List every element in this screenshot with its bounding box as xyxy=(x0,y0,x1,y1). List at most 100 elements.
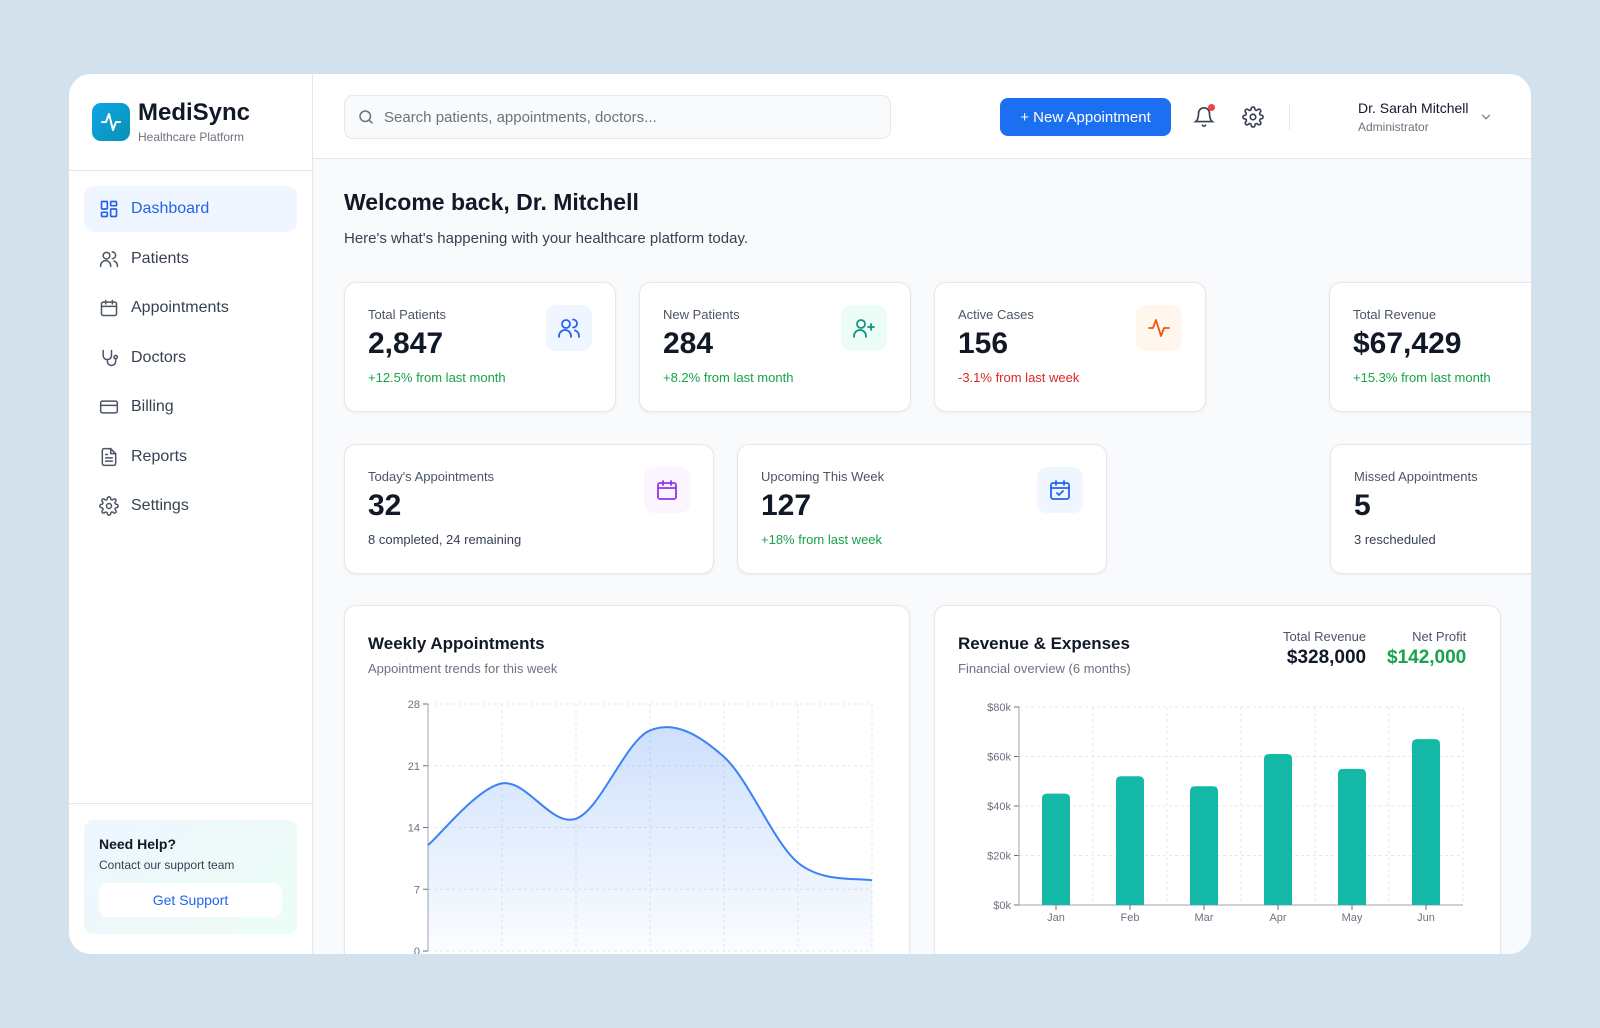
gear-icon xyxy=(1242,106,1264,128)
sidebar-item-appointments[interactable]: Appointments xyxy=(84,285,297,331)
users-icon xyxy=(546,305,592,351)
main-content: Search patients, appointments, doctors..… xyxy=(313,74,1531,954)
stat-card-missed-appointments[interactable]: Missed Appointments 5 3 rescheduled xyxy=(1330,444,1531,574)
stat-label: Upcoming This Week xyxy=(761,469,885,484)
dashboard-icon xyxy=(100,200,118,218)
weekly-appointments-chart: 0 7 14 21 28 xyxy=(408,699,873,954)
app-window: MediSync Healthcare Platform Dashboard P… xyxy=(69,74,1531,954)
user-name: Dr. Sarah Mitchell xyxy=(1358,100,1469,116)
net-profit-summary: Net Profit $142,000 xyxy=(1387,629,1466,669)
search-input[interactable]: Search patients, appointments, doctors..… xyxy=(344,95,891,139)
sidebar-item-label: Doctors xyxy=(131,348,187,366)
stat-value: 32 xyxy=(368,489,402,522)
x-tick-label: Apr xyxy=(1269,912,1286,924)
chart-subtitle: Financial overview (6 months) xyxy=(958,661,1131,676)
welcome-section: Welcome back, Dr. Mitchell Here's what's… xyxy=(344,189,748,247)
bar xyxy=(1412,739,1440,905)
bell-icon xyxy=(1193,107,1215,128)
stat-value: 5 xyxy=(1354,489,1371,522)
chart-title: Revenue & Expenses xyxy=(958,634,1130,653)
settings-button[interactable] xyxy=(1242,106,1264,128)
y-tick-label: 0 xyxy=(414,946,420,954)
stat-card-active-cases[interactable]: Active Cases 156 -3.1% from last week xyxy=(934,282,1206,412)
y-tick-label: 28 xyxy=(408,699,420,711)
stat-label: Today's Appointments xyxy=(368,469,495,484)
help-subtitle: Contact our support team xyxy=(99,858,235,872)
x-tick-label: Jan xyxy=(1047,912,1065,924)
chart-subtitle: Appointment trends for this week xyxy=(368,661,558,676)
get-support-button[interactable]: Get Support xyxy=(99,883,282,917)
chart-title: Weekly Appointments xyxy=(368,634,545,653)
stat-card-total-patients[interactable]: Total Patients 2,847 +12.5% from last mo… xyxy=(344,282,616,412)
notifications-button[interactable] xyxy=(1193,104,1215,128)
y-tick-label: $0k xyxy=(993,900,1011,912)
calendar-check-icon xyxy=(1037,467,1083,513)
revenue-bar-chart: $0k $20k $40k $60k $80k Jan Feb Mar Apr May Jun xyxy=(987,702,1464,924)
total-revenue-label: Total Revenue xyxy=(1283,629,1367,644)
stat-card-new-patients[interactable]: New Patients 284 +8.2% from last month xyxy=(639,282,911,412)
x-tick-label: Feb xyxy=(1121,912,1140,924)
stethoscope-icon xyxy=(102,349,119,366)
stat-card-todays-appointments[interactable]: Today's Appointments 32 8 completed, 24 … xyxy=(344,444,714,574)
sidebar: MediSync Healthcare Platform Dashboard P… xyxy=(69,74,313,954)
weekly-appointments-card: Weekly Appointments Appointment trends f… xyxy=(344,605,910,954)
activity-icon xyxy=(1136,305,1182,351)
x-tick-label: May xyxy=(1342,912,1363,924)
sidebar-item-label: Dashboard xyxy=(131,200,210,217)
stat-value: 284 xyxy=(663,327,714,360)
stat-trend: -3.1% from last week xyxy=(958,370,1080,385)
stat-value: 127 xyxy=(761,489,812,522)
new-appointment-button[interactable]: + New Appointment xyxy=(1000,98,1171,136)
y-tick-label: 21 xyxy=(408,761,420,773)
y-tick-label: $80k xyxy=(987,702,1011,714)
bar xyxy=(1190,786,1218,905)
y-tick-label: $60k xyxy=(987,752,1011,764)
sidebar-item-label: Billing xyxy=(131,398,174,415)
credit-card-icon xyxy=(99,400,119,414)
stat-card-upcoming-week[interactable]: Upcoming This Week 127 +18% from last we… xyxy=(737,444,1107,574)
document-icon xyxy=(101,447,117,466)
stat-label: Total Patients xyxy=(368,307,447,322)
sidebar-item-patients[interactable]: Patients xyxy=(84,236,297,282)
net-profit-value: $142,000 xyxy=(1387,647,1467,668)
sidebar-nav: Dashboard Patients Appointments Doctors … xyxy=(69,171,312,548)
brand[interactable]: MediSync Healthcare Platform xyxy=(69,74,312,171)
sidebar-item-billing[interactable]: Billing xyxy=(84,384,297,430)
user-plus-icon xyxy=(841,305,887,351)
brand-name: MediSync xyxy=(138,99,251,126)
net-profit-label: Net Profit xyxy=(1412,629,1467,644)
calendar-icon xyxy=(644,467,690,513)
help-section: Need Help? Contact our support team Get … xyxy=(69,803,312,934)
stat-label: Total Revenue xyxy=(1353,307,1437,322)
bar xyxy=(1042,793,1070,905)
stat-detail: 3 rescheduled xyxy=(1354,532,1436,547)
stat-value: 2,847 xyxy=(368,327,444,360)
chevron-down-icon[interactable] xyxy=(1479,110,1493,124)
area-fill xyxy=(428,727,872,951)
sidebar-item-reports[interactable]: Reports xyxy=(84,434,297,480)
y-tick-label: 7 xyxy=(414,884,420,896)
brand-tagline: Healthcare Platform xyxy=(138,130,245,144)
sidebar-item-doctors[interactable]: Doctors xyxy=(84,335,297,381)
total-revenue-value: $328,000 xyxy=(1286,647,1367,668)
bar xyxy=(1116,776,1144,905)
bar xyxy=(1338,768,1366,905)
sidebar-item-label: Patients xyxy=(131,249,189,267)
stat-value: 156 xyxy=(958,327,1009,360)
search-icon xyxy=(359,110,373,124)
sidebar-item-label: Appointments xyxy=(131,299,229,316)
sidebar-item-dashboard[interactable]: Dashboard xyxy=(84,186,297,232)
sidebar-item-label: Reports xyxy=(131,447,188,465)
y-tick-label: 14 xyxy=(408,823,420,835)
user-menu[interactable]: Dr. Sarah Mitchell Administrator xyxy=(1358,100,1468,134)
user-role: Administrator xyxy=(1358,120,1429,134)
page-title: Welcome back, Dr. Mitchell xyxy=(344,189,639,215)
calendar-icon xyxy=(100,299,118,317)
help-card: Need Help? Contact our support team Get … xyxy=(84,820,297,934)
stat-detail: 8 completed, 24 remaining xyxy=(368,532,522,547)
stat-card-total-revenue[interactable]: Total Revenue $67,429 +15.3% from last m… xyxy=(1329,282,1531,412)
x-tick-label: Jun xyxy=(1417,912,1435,924)
sidebar-item-settings[interactable]: Settings xyxy=(84,483,297,529)
header-divider xyxy=(1289,104,1290,130)
stat-trend: +15.3% from last month xyxy=(1353,370,1491,385)
